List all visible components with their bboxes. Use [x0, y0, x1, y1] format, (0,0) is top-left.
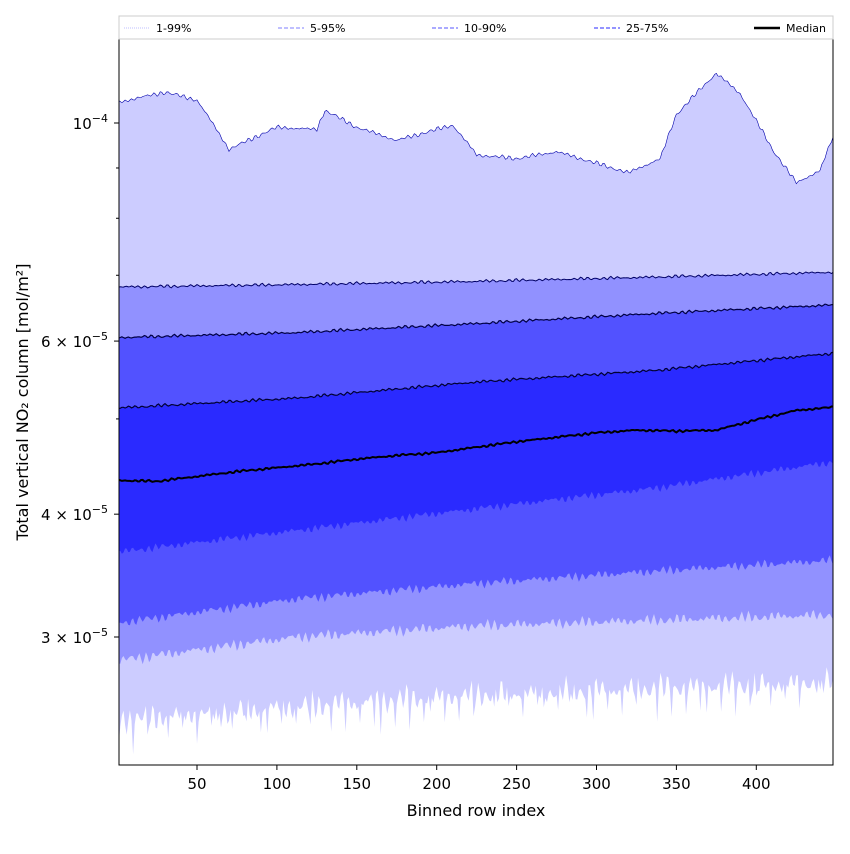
- line-p99: [119, 73, 833, 185]
- y-tick-exponent: −5: [92, 330, 108, 343]
- x-tick-label: 300: [582, 775, 611, 793]
- y-tick-exponent: −5: [92, 626, 108, 639]
- lines-layer: [119, 73, 833, 483]
- y-tick-label: 3 × 10−5: [41, 626, 108, 647]
- x-tick-label: 150: [342, 775, 371, 793]
- legend-label: 5-95%: [310, 22, 345, 35]
- x-tick-label: 200: [422, 775, 451, 793]
- y-tick-mantissa: 6 ×: [41, 333, 73, 351]
- y-tick-base: 10: [73, 115, 92, 133]
- x-tick-label: 400: [742, 775, 771, 793]
- legend-label: Median: [786, 22, 826, 35]
- y-tick-base: 10: [73, 629, 92, 647]
- y-tick-mantissa: 4 ×: [41, 506, 73, 524]
- y-axis: 10−46 × 10−54 × 10−53 × 10−5: [41, 112, 119, 647]
- line-p75: [119, 351, 833, 409]
- x-axis-label: Binned row index: [407, 801, 546, 820]
- line-p95: [119, 271, 833, 289]
- x-tick-label: 100: [263, 775, 292, 793]
- legend-label: 25-75%: [626, 22, 668, 35]
- bands-layer: [119, 73, 833, 755]
- y-tick-base: 10: [73, 333, 92, 351]
- y-tick-exponent: −5: [92, 503, 108, 516]
- legend-label: 1-99%: [156, 22, 191, 35]
- band-25-75%: [119, 352, 833, 554]
- x-axis: 50 100 150 200 250 300 350 400: [187, 765, 771, 793]
- line-p90: [119, 303, 833, 339]
- y-tick-exponent: −4: [92, 112, 108, 125]
- y-tick-label: 10−4: [73, 112, 108, 133]
- legend-label: 10-90%: [464, 22, 506, 35]
- line-median: [119, 405, 833, 483]
- legend-frame: [118, 15, 834, 40]
- x-tick-label: 250: [502, 775, 531, 793]
- x-tick-label: 350: [662, 775, 691, 793]
- y-axis-label: Total vertical NO₂ column [mol/m²]: [13, 264, 32, 542]
- x-tick-label: 50: [187, 775, 206, 793]
- legend: 1-99% 5-95% 10-90% 25-75% Median: [118, 15, 834, 40]
- y-tick-label: 4 × 10−5: [41, 503, 108, 524]
- y-tick-base: 10: [73, 506, 92, 524]
- y-tick-label: 6 × 10−5: [41, 330, 108, 351]
- y-tick-mantissa: 3 ×: [41, 629, 73, 647]
